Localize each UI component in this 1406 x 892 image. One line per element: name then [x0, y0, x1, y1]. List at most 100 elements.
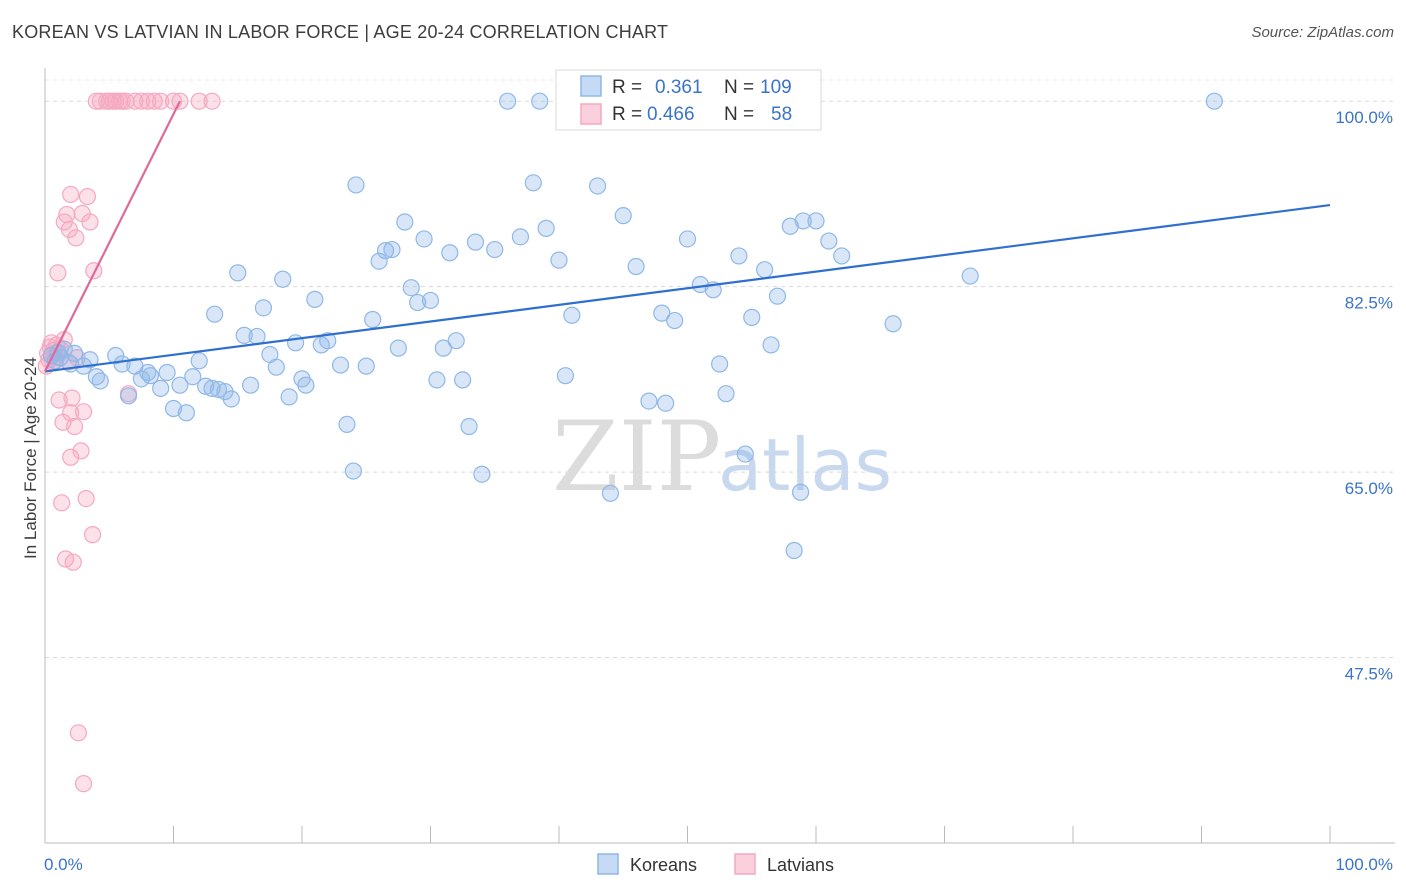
legend-label-koreans: Koreans [630, 855, 697, 875]
koreans-point [666, 311, 684, 330]
y-tick-label-2: 65.0% [1345, 479, 1393, 498]
koreans-point [473, 465, 491, 483]
y-tick-label-0: 100.0% [1335, 108, 1393, 127]
koreans-point [364, 310, 382, 329]
koreans-point [164, 399, 183, 418]
koreans-point [531, 92, 549, 110]
koreans-point [601, 484, 620, 502]
koreans-point [884, 315, 902, 333]
latvians-point [152, 92, 170, 110]
koreans-point [743, 308, 761, 326]
koreans-point [441, 244, 459, 262]
x-tick-label-min: 0.0% [44, 855, 83, 874]
koreans-point [486, 240, 504, 259]
latvians-trend-line [44, 100, 181, 372]
latvians-point [78, 187, 97, 206]
latvians-point [67, 229, 85, 247]
koreans-point [267, 358, 285, 376]
koreans-point [319, 332, 337, 350]
koreans-point [428, 371, 446, 389]
latvians-point [74, 775, 93, 793]
koreans-point [331, 356, 350, 374]
koreans-point [511, 228, 530, 246]
koreans-point [717, 385, 735, 403]
koreans-point [248, 327, 266, 346]
latvians-point [85, 262, 103, 280]
legend-swatch-koreans [597, 853, 619, 875]
koreans-point [376, 242, 395, 260]
source-label: Source: ZipAtlas.com [1251, 24, 1394, 41]
latvians-points [37, 92, 221, 793]
koreans-point [297, 376, 315, 394]
x-tick-labels: 0.0% 100.0% [44, 855, 1393, 874]
koreans-point [91, 372, 109, 390]
koreans-point [344, 462, 362, 480]
latvians-point [74, 403, 93, 421]
koreans-point [254, 299, 273, 317]
koreans-point [197, 377, 215, 395]
y-tick-label-1: 82.5% [1345, 294, 1393, 313]
koreans-point [434, 339, 452, 357]
latvians-point [203, 92, 221, 110]
latvians-point [60, 220, 79, 239]
latvians-point [50, 391, 68, 409]
axes [44, 68, 1395, 844]
koreans-point [730, 247, 748, 265]
koreans-point [389, 339, 407, 357]
koreans-point [614, 207, 632, 225]
koreans-point [755, 261, 774, 279]
koreans-point [762, 336, 780, 354]
latvians-point [62, 404, 80, 422]
latvians-point [113, 92, 131, 110]
koreans-point [222, 390, 240, 408]
latvians-point [65, 417, 84, 436]
latvians-point [64, 553, 82, 571]
latvians-point [126, 92, 144, 110]
latvians-point [83, 526, 102, 544]
koreans-point [81, 351, 99, 369]
latvians-point [58, 205, 76, 224]
stats-n-value-latvians: 58 [771, 104, 792, 125]
koreans-point [524, 174, 542, 192]
koreans-point [466, 233, 485, 251]
stats-swatch-latvians [580, 103, 602, 125]
latvians-point [63, 389, 81, 407]
legend-swatch-latvians [734, 853, 756, 875]
koreans-point [338, 415, 356, 434]
koreans-point [152, 379, 170, 397]
stats-box: R = 0.361 N = 109 R = 0.466 N = 58 [555, 69, 822, 131]
koreans-point [627, 257, 645, 276]
koreans-point [1205, 92, 1223, 110]
koreans-point [537, 219, 555, 237]
chart-title: KOREAN VS LATVIAN IN LABOR FORCE | AGE 2… [12, 22, 669, 42]
koreans-point [588, 177, 607, 195]
koreans-point [119, 387, 138, 405]
koreans-point [206, 305, 224, 323]
koreans-point [190, 352, 208, 370]
koreans-point [768, 287, 787, 305]
latvians-point [53, 494, 71, 512]
latvians-point [139, 92, 157, 110]
latvians-point [72, 442, 90, 460]
koreans-point [711, 355, 729, 373]
latvians-point [190, 92, 208, 110]
koreans-point [370, 252, 388, 270]
koreans-point [961, 267, 979, 285]
koreans-point [209, 380, 228, 399]
koreans-point [556, 367, 575, 385]
koreans-point [833, 247, 851, 265]
stats-r-label-koreans: R = [612, 77, 642, 98]
koreans-point [132, 370, 150, 388]
stats-swatch-koreans [580, 75, 602, 97]
koreans-point [274, 270, 292, 288]
koreans-point [640, 392, 658, 410]
koreans-point [184, 368, 202, 386]
latvians-point [132, 92, 150, 110]
koreans-point [229, 264, 247, 282]
koreans-point [499, 92, 517, 110]
koreans-point [177, 404, 195, 422]
legend-label-latvians: Latvians [767, 855, 834, 875]
stats-n-value-koreans: 109 [760, 77, 792, 98]
koreans-trend-line [44, 203, 1331, 373]
koreans-point [785, 541, 803, 560]
